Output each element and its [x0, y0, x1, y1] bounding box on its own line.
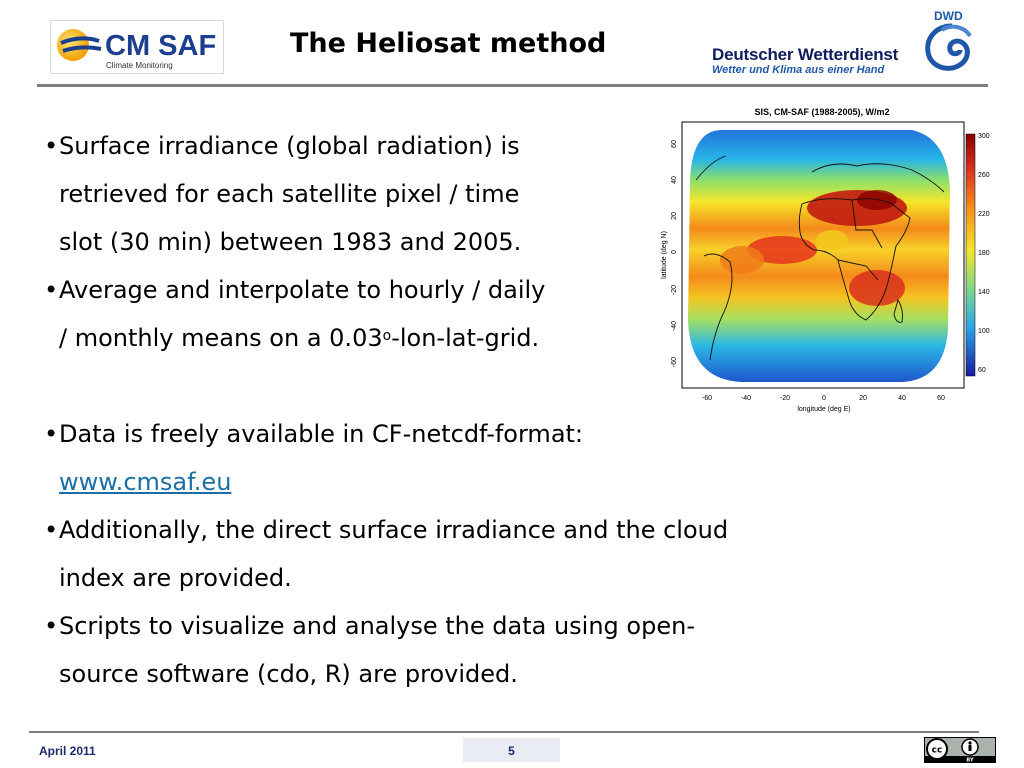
bullet-1-line-2: retrieved for each satellite pixel / tim… [59, 180, 520, 208]
cmsaf-logo: CM SAF Climate Monitoring [50, 20, 224, 74]
colorbar [965, 133, 976, 377]
y-axis-label: latitude (deg N) [661, 231, 668, 279]
bullet-5: •Scripts to visualize and analyse the da… [44, 614, 695, 638]
irradiance-field [688, 130, 950, 382]
bullet-marker: • [44, 516, 59, 544]
y-tick-label: -60 [671, 357, 678, 367]
y-tick-label: 40 [671, 176, 678, 184]
cc-icon [926, 738, 948, 760]
bullet-4-line-1: Additionally, the direct surface irradia… [59, 516, 729, 544]
y-tick-label: 20 [671, 212, 678, 220]
bullet-1: •Surface irradiance (global radiation) i… [44, 134, 520, 158]
dwd-logo: DWD [916, 6, 988, 78]
dwd-swirl-icon [925, 23, 970, 71]
sun-icon [57, 29, 89, 61]
degree-superscript: o [382, 328, 392, 344]
dwd-logo-text: DWD [934, 9, 963, 23]
colorbar-tick-label: 60 [978, 367, 986, 374]
colorbar-tick-label: 140 [978, 289, 990, 296]
colorbar-ticks: 300 260 220 180 140 100 60 [978, 133, 990, 374]
colorbar-tick-label: 220 [978, 211, 990, 218]
x-tick-label: 0 [822, 395, 826, 402]
footer-date: April 2011 [39, 744, 96, 758]
bullet-2: •Average and interpolate to hourly / dai… [44, 278, 545, 302]
cc-by-license-badge[interactable]: cc BY [924, 737, 996, 764]
bullet-2-line-2: / monthly means on a 0.03o-lon-lat-grid. [59, 326, 539, 350]
bullet-2-line-2b: -lon-lat-grid. [391, 324, 540, 352]
by-label: BY [966, 758, 974, 764]
page-number-box [463, 738, 560, 762]
bullet-5-line-2: source software (cdo, R) are provided. [59, 660, 518, 688]
bullet-marker: • [44, 276, 59, 304]
bullet-marker: • [44, 612, 59, 640]
x-tick-label: -20 [780, 395, 790, 402]
cmsaf-website-link[interactable]: www.cmsaf.eu [59, 468, 232, 496]
cc-icon-text: cc [932, 746, 943, 756]
bullet-3: •Data is freely available in CF-netcdf-f… [44, 422, 583, 446]
bullet-marker: • [44, 132, 59, 160]
bullet-4: •Additionally, the direct surface irradi… [44, 518, 728, 542]
bullet-1-line-3: slot (30 min) between 1983 and 2005. [59, 228, 522, 256]
colorbar-tick-label: 300 [978, 133, 990, 140]
cmsaf-logo-tagline: Climate Monitoring [106, 61, 173, 70]
bullet-1-line-1: Surface irradiance (global radiation) is [59, 132, 520, 160]
map-title: SIS, CM-SAF (1988-2005), W/m2 [754, 107, 889, 117]
y-tick-label: -40 [671, 321, 678, 331]
x-tick-label: -40 [741, 395, 751, 402]
colorbar-tick-label: 180 [978, 250, 990, 257]
x-axis: -60 -40 -20 0 20 40 60 longitude (deg E) [702, 395, 945, 413]
y-axis: 60 40 20 0 -20 -40 -60 latitude (deg N) [661, 140, 678, 367]
cmsaf-logo-text: CM SAF [105, 30, 216, 62]
bullet-3-line-1: Data is freely available in CF-netcdf-fo… [59, 420, 584, 448]
footer-divider [29, 731, 979, 733]
dwd-name: Deutscher Wetterdienst [712, 45, 899, 64]
x-tick-label: 40 [898, 395, 906, 402]
x-tick-label: 20 [859, 395, 867, 402]
y-tick-label: -20 [671, 285, 678, 295]
x-axis-label: longitude (deg E) [797, 406, 850, 413]
page-number: 5 [508, 744, 515, 758]
x-tick-label: 60 [937, 395, 945, 402]
bullet-4-line-2: index are provided. [59, 564, 292, 592]
bullet-2-line-2a: / monthly means on a 0.03 [59, 324, 383, 352]
bullet-2-line-1: Average and interpolate to hourly / dail… [59, 276, 546, 304]
y-tick-label: 60 [671, 140, 678, 148]
irradiance-map-figure: SIS, CM-SAF (1988-2005), W/m2 60 40 [652, 100, 992, 416]
bullet-3-link-line: www.cmsaf.eu [59, 470, 231, 494]
coastlines [695, 155, 945, 361]
header-divider [37, 84, 988, 87]
bullet-5-line-1: Scripts to visualize and analyse the dat… [59, 612, 695, 640]
slide-title: The Heliosat method [290, 28, 607, 59]
dwd-slogan: Wetter und Klima aus einer Hand [712, 64, 885, 76]
bullet-marker: • [44, 420, 59, 448]
y-tick-label: 0 [671, 250, 678, 254]
colorbar-tick-label: 100 [978, 328, 990, 335]
x-tick-label: -60 [702, 395, 712, 402]
colorbar-tick-label: 260 [978, 172, 990, 179]
